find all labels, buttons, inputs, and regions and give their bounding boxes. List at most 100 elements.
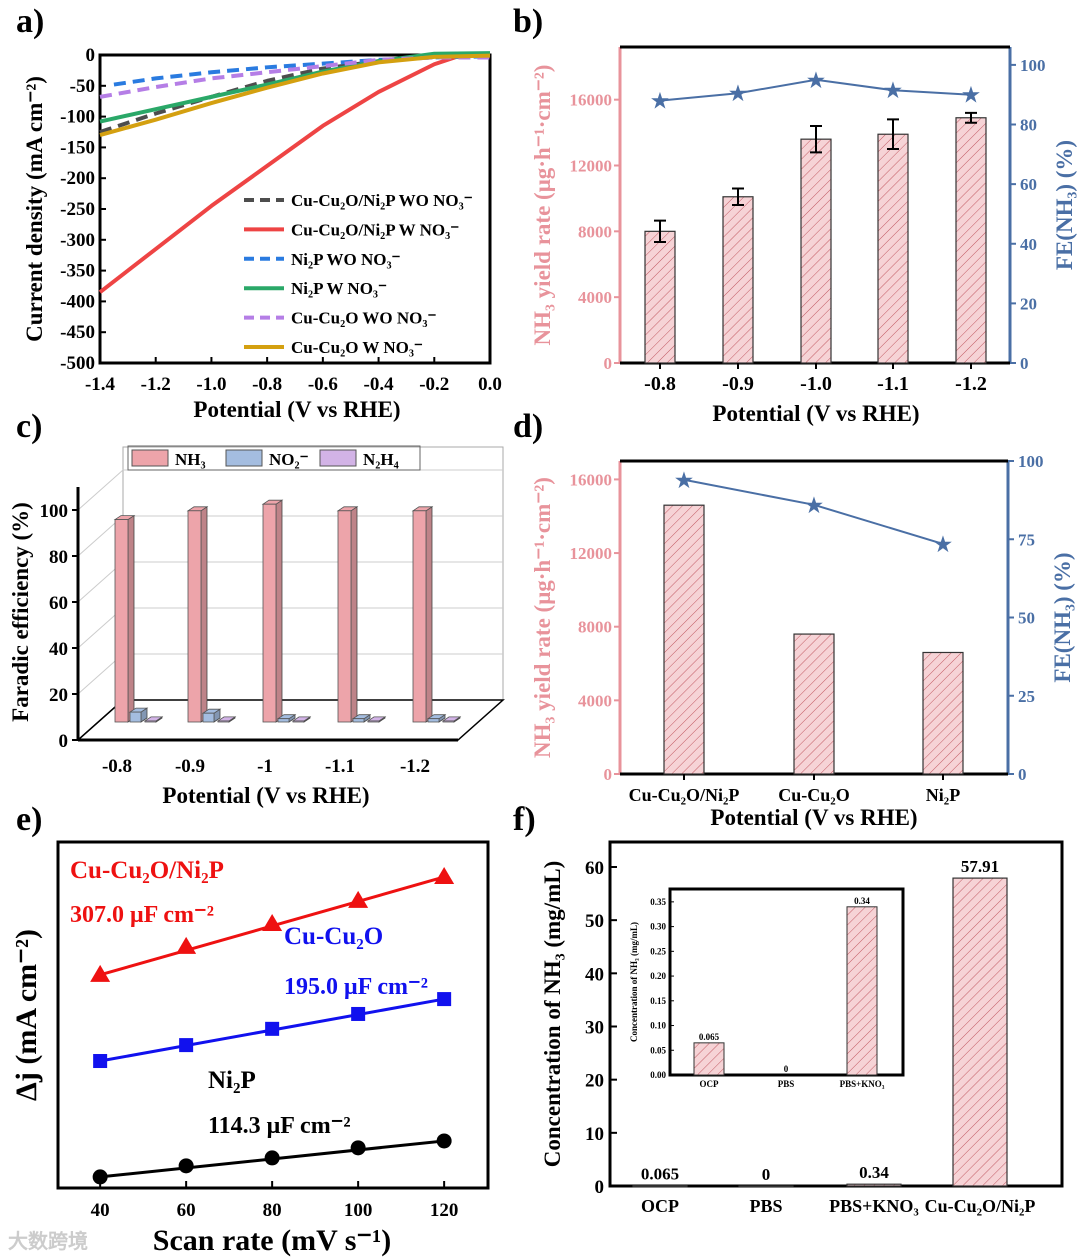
capacitance-label: 307.0 μF cm⁻² xyxy=(70,902,214,928)
tick-label: 0 xyxy=(604,765,613,784)
gridline xyxy=(77,515,503,557)
panel-label: b) xyxy=(513,3,543,40)
panel-label: f) xyxy=(513,801,536,838)
tick-label: 120 xyxy=(430,1200,459,1221)
error-bar xyxy=(732,187,744,206)
bar-top xyxy=(291,716,312,722)
tick-label: 12000 xyxy=(570,544,613,563)
triangle-marker xyxy=(434,866,455,884)
tick-label: -50 xyxy=(70,76,95,97)
legend-label: NO₂⁻ xyxy=(269,450,309,469)
panel-d: d) 0 4000 8000 12000 16000 0 25 50 75 100 Cu-Cu₂O/N… xyxy=(513,408,1075,830)
tick-label: -0.9 xyxy=(175,756,205,777)
circle-marker xyxy=(350,1140,366,1156)
tick-label: -0.8 xyxy=(102,756,132,777)
tick-label: 0.0 xyxy=(478,374,502,395)
capacitance-label: 195.0 μF cm⁻² xyxy=(284,974,428,1000)
tick-label: -1.0 xyxy=(196,374,226,395)
square-marker xyxy=(93,1054,108,1069)
fe-line xyxy=(659,78,972,102)
tick-label: 100 xyxy=(1020,56,1046,75)
bar xyxy=(955,117,987,364)
tick-label: -1.2 xyxy=(141,374,171,395)
error-bar xyxy=(810,125,822,154)
tick-label: 20 xyxy=(585,1071,604,1092)
bar xyxy=(427,718,440,723)
tick-label: 0.30 xyxy=(650,922,666,932)
fe-star-marker: ★ xyxy=(884,80,902,102)
legend-label: NH₃ xyxy=(175,450,206,469)
tick-label: -1.2 xyxy=(955,373,987,395)
panel-a: a) -1.4 -1.2 -1.0 -0.8 -0.6 -0.4 -0.2 0.0 0 -50 -10… xyxy=(16,3,502,422)
legend-swatch xyxy=(225,449,263,467)
tick-label: -350 xyxy=(60,261,95,282)
tick-label: 10 xyxy=(585,1124,604,1145)
data-label: 0.065 xyxy=(699,1032,720,1042)
legend-swatch xyxy=(131,449,169,467)
tick-label: -1.2 xyxy=(400,756,430,777)
y-axis-label-right: FE(NH₃) (%) xyxy=(1052,140,1077,270)
legend-label: N₂H₄ xyxy=(363,450,399,469)
bar xyxy=(412,510,427,723)
panel-f: f) 0 10 20 30 40 50 60 Concentration of NH₃ (mg/… xyxy=(513,801,1064,1216)
bar xyxy=(144,720,157,723)
legend-swatch xyxy=(319,449,357,467)
tick-label: 0.20 xyxy=(650,971,666,981)
gridline xyxy=(77,469,503,511)
bar xyxy=(793,633,835,775)
bar xyxy=(202,712,215,723)
x-axis-label: Potential (V vs RHE) xyxy=(712,401,919,426)
tick-label: -300 xyxy=(60,230,95,251)
bar-side xyxy=(425,506,433,723)
tick-label: 20 xyxy=(49,685,68,706)
tick-label: 40 xyxy=(585,964,604,985)
tick-label: 4000 xyxy=(578,288,612,307)
triangle-marker xyxy=(262,914,283,932)
y-axis-label: Current density (mA cm⁻²) xyxy=(22,76,47,342)
tick-label: 0 xyxy=(1020,354,1029,373)
gridline xyxy=(77,653,503,695)
bar xyxy=(277,718,290,723)
back-wall xyxy=(122,446,504,701)
bar xyxy=(846,1183,902,1187)
x-axis-label: Scan rate (mV s⁻¹) xyxy=(153,1224,391,1257)
circle-marker xyxy=(92,1169,108,1185)
y-axis-label: NH₃ yield rate (μg·h⁻¹·cm⁻²) xyxy=(530,65,555,346)
triangle-marker xyxy=(348,890,369,908)
panel-c: c) 0 20 40 60 80 100 NH₃ NO₂⁻ N₂H₄ -0.8 -0.9 -1 -1.1 -… xyxy=(8,408,505,808)
tick-label: OCP xyxy=(641,1196,679,1216)
data-label: 0.065 xyxy=(641,1165,679,1184)
tick-label: -150 xyxy=(60,137,95,158)
legend-label: Cu-Cu₂O WO NO₃⁻ xyxy=(291,309,436,328)
circle-marker xyxy=(178,1158,194,1174)
plot-frame xyxy=(668,887,905,1077)
tick-label: 40 xyxy=(1020,235,1037,254)
tick-label: 8000 xyxy=(578,618,612,637)
capacitance-label: 114.3 μF cm⁻² xyxy=(208,1113,351,1139)
legend-label: Cu-Cu₂O W NO₃⁻ xyxy=(291,338,423,357)
bar xyxy=(367,720,380,723)
legend-label: Cu-Cu₂O/Ni₂P WO NO₃⁻ xyxy=(291,191,473,210)
tick-label: 60 xyxy=(1020,175,1037,194)
bar-side xyxy=(200,506,208,723)
tick-label: 100 xyxy=(1018,452,1044,471)
tick-label: 75 xyxy=(1018,530,1035,549)
panel-label: d) xyxy=(513,408,543,445)
bar-side xyxy=(127,514,135,723)
inset-chart: 0.00 0.05 0.10 0.15 0.20 0.25 0.30 0.35 Concentr… xyxy=(629,887,905,1089)
tick-label: 4000 xyxy=(578,691,612,710)
bar xyxy=(352,718,365,723)
bar xyxy=(800,138,832,364)
series-name-label: Cu-Cu₂O/Ni₂P xyxy=(70,857,224,884)
y-axis-label: Δj (mA cm⁻²) xyxy=(10,929,43,1101)
circle-marker xyxy=(436,1133,452,1149)
bar-top xyxy=(441,716,462,722)
tick-label: Cu-Cu₂O/Ni₂P xyxy=(629,785,740,805)
fe-star-marker: ★ xyxy=(934,534,952,556)
tick-label: 0.25 xyxy=(650,946,666,956)
y-axis-label: NH₃ yield rate (μg·h⁻¹·cm⁻²) xyxy=(530,477,555,758)
square-marker xyxy=(265,1021,280,1036)
tick-label: -100 xyxy=(60,107,95,128)
tick-label: PBS xyxy=(778,1079,795,1089)
